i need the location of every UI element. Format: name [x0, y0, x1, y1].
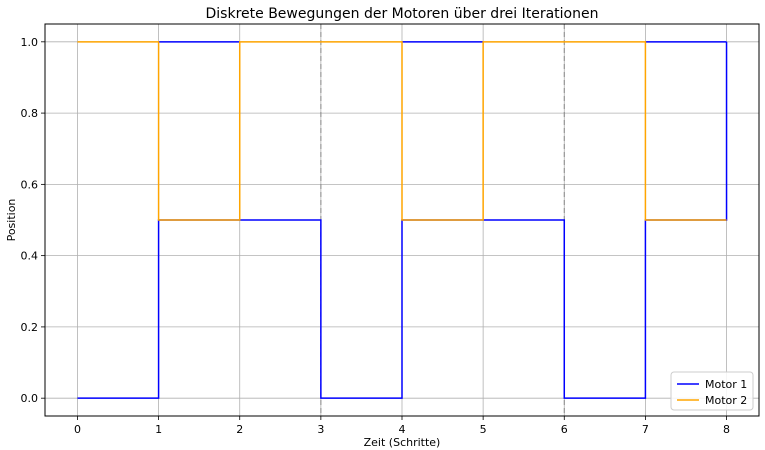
y-tick-label: 1.0: [21, 36, 39, 49]
legend-label: Motor 1: [705, 378, 747, 391]
legend: Motor 1 Motor 2: [670, 371, 754, 411]
x-tick-label: 7: [642, 423, 649, 436]
x-tick-label: 6: [561, 423, 568, 436]
y-axis-label: Position: [5, 199, 18, 242]
x-tick-label: 8: [723, 423, 730, 436]
x-tick-label: 5: [480, 423, 487, 436]
chart-title: Diskrete Bewegungen der Motoren über dre…: [206, 6, 599, 22]
y-tick-label: 0.0: [21, 392, 39, 405]
series-layer: [77, 41, 728, 399]
y-tick-label: 0.8: [21, 107, 39, 120]
y-tick-label: 0.2: [21, 321, 39, 334]
x-tick-label: 1: [155, 423, 162, 436]
x-tick-label: 0: [74, 423, 81, 436]
y-axis-ticks: 0.0 0.2 0.4 0.6 0.8 1.0: [21, 36, 45, 405]
series-line-motor-2: [77, 41, 727, 221]
y-tick-label: 0.4: [21, 250, 39, 263]
legend-label: Motor 2: [705, 394, 747, 407]
x-axis-ticks: 0 1 2 3 4 5 6 7 8: [74, 416, 730, 436]
x-tick-label: 3: [317, 423, 324, 436]
y-tick-label: 0.6: [21, 178, 39, 191]
x-axis-label: Zeit (Schritte): [364, 436, 441, 449]
x-tick-label: 4: [399, 423, 406, 436]
x-tick-label: 2: [236, 423, 243, 436]
